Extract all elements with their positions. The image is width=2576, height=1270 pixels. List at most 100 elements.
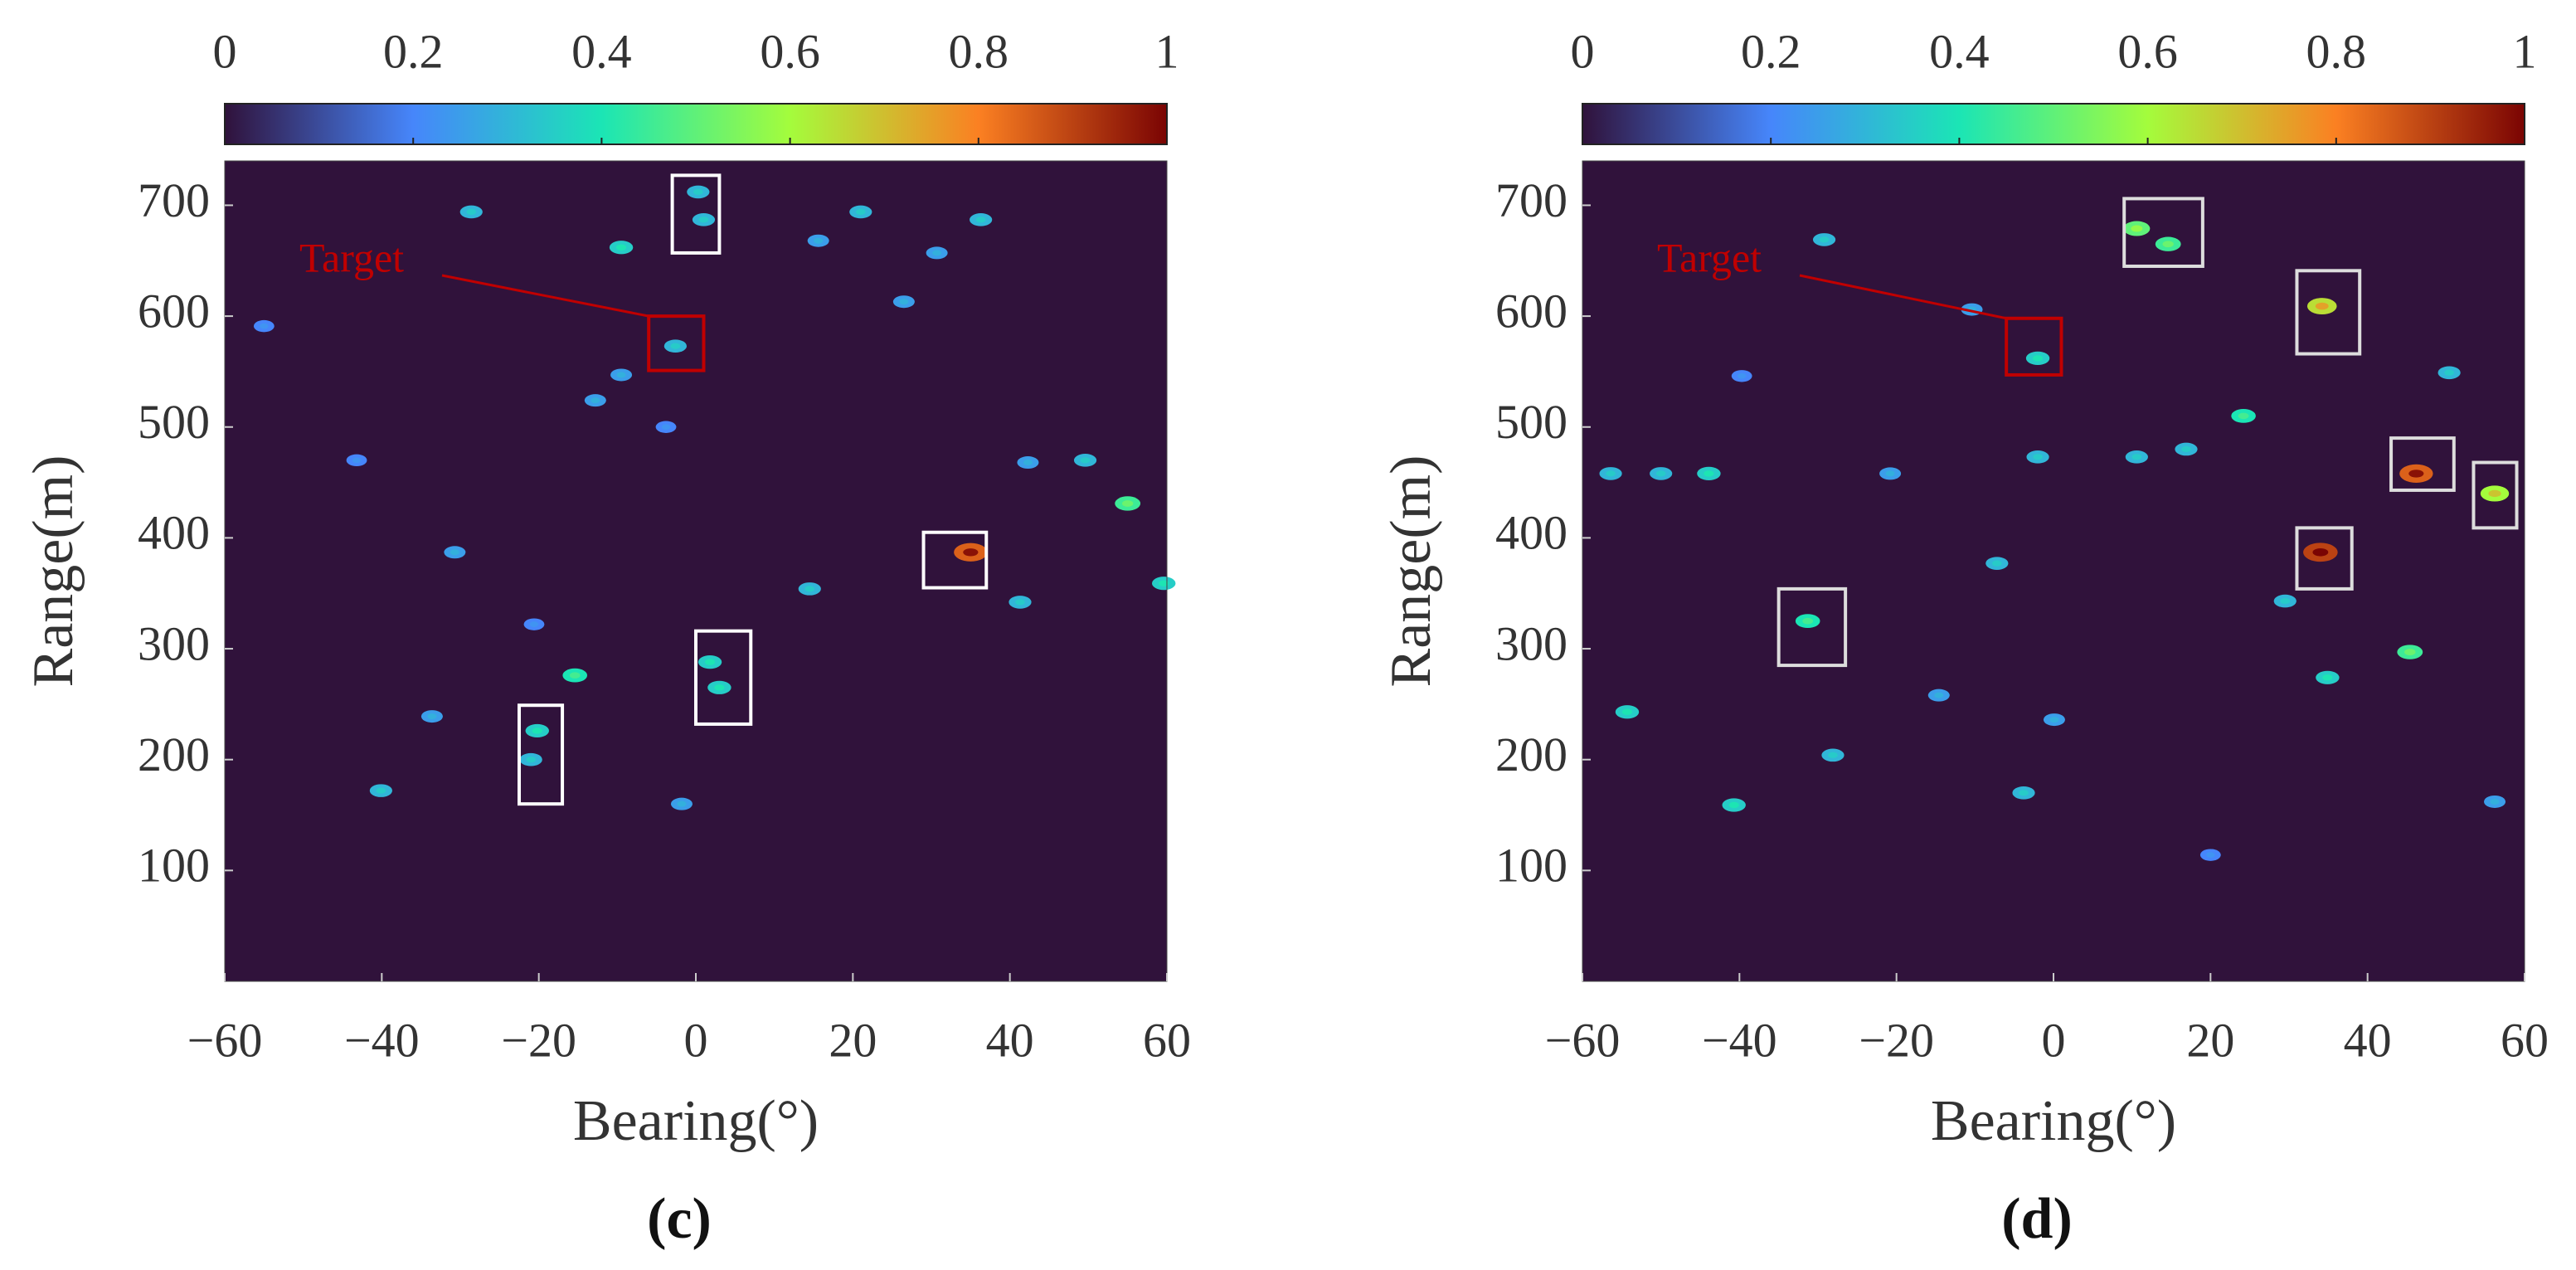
heat-core bbox=[615, 244, 627, 251]
annotation: Target bbox=[299, 234, 404, 280]
colorbar-tick-label: 0 bbox=[1571, 24, 1595, 78]
heat-core bbox=[714, 684, 725, 691]
heat-core bbox=[466, 208, 477, 216]
heat-core bbox=[591, 397, 600, 404]
x-tick-label: 20 bbox=[829, 1013, 877, 1067]
y-tick-label: 600 bbox=[138, 284, 210, 338]
heat-core bbox=[1828, 752, 1838, 758]
y-tick-label: 300 bbox=[1495, 616, 1567, 670]
heat-core bbox=[2131, 454, 2142, 460]
x-tick-label: 60 bbox=[2501, 1013, 2549, 1067]
heat-core bbox=[2404, 649, 2416, 655]
panel-caption: (d) bbox=[2001, 1187, 2073, 1251]
plot-area bbox=[1582, 161, 2525, 981]
y-tick-label: 200 bbox=[138, 727, 210, 781]
heat-core bbox=[1728, 801, 1739, 809]
heat-core bbox=[352, 457, 362, 464]
x-tick-label: 40 bbox=[2344, 1013, 2392, 1067]
colorbar-tick-label: 0.2 bbox=[1741, 24, 1801, 78]
detection-box bbox=[2122, 197, 2204, 268]
heat-core bbox=[1934, 692, 1944, 698]
heat-core bbox=[1704, 470, 1714, 477]
heat-core bbox=[2206, 852, 2215, 859]
heat-core bbox=[2181, 445, 2191, 453]
heat-core bbox=[1737, 372, 1747, 379]
heat-core bbox=[932, 250, 942, 256]
heat-core bbox=[2408, 470, 2424, 478]
y-tick-label: 200 bbox=[1495, 727, 1567, 781]
heat-core bbox=[529, 621, 539, 628]
heat-core bbox=[1802, 617, 1814, 625]
y-tick-label: 400 bbox=[138, 506, 210, 560]
heat-core bbox=[661, 424, 671, 431]
y-axis-label: Range(m) bbox=[1379, 455, 1443, 688]
heat-core bbox=[1080, 457, 1091, 464]
x-tick-label: 0 bbox=[684, 1013, 708, 1067]
target-box bbox=[2005, 316, 2063, 377]
heat-core bbox=[1885, 470, 1895, 477]
x-tick-label: 20 bbox=[2186, 1013, 2234, 1067]
heat-core bbox=[2131, 225, 2143, 232]
heat-core bbox=[427, 713, 437, 720]
x-tick-label: 0 bbox=[2042, 1013, 2066, 1067]
heat-core bbox=[2315, 302, 2329, 310]
plot-area bbox=[225, 161, 1167, 981]
colorbar bbox=[224, 103, 1168, 145]
y-tick-label: 100 bbox=[1495, 839, 1567, 893]
colorbar-tick-label: 0.8 bbox=[949, 24, 1009, 78]
heat-core bbox=[2019, 790, 2029, 796]
colorbar bbox=[1582, 103, 2525, 145]
heat-core bbox=[2488, 489, 2501, 498]
heat-core bbox=[1121, 500, 1134, 507]
x-tick-label: −20 bbox=[501, 1013, 576, 1067]
heat-core bbox=[2322, 674, 2333, 681]
y-tick-label: 500 bbox=[138, 395, 210, 449]
heat-core bbox=[975, 217, 986, 223]
heat-core bbox=[2490, 798, 2500, 805]
heat-core bbox=[2033, 454, 2043, 460]
heat-core bbox=[1023, 460, 1033, 466]
y-tick-label: 700 bbox=[1495, 173, 1567, 227]
detection-box bbox=[2295, 269, 2362, 356]
heat-core bbox=[1159, 580, 1169, 586]
detection-box bbox=[2295, 526, 2354, 591]
heat-core bbox=[2280, 597, 2291, 605]
y-tick-label: 500 bbox=[1495, 395, 1567, 449]
heat-core bbox=[698, 217, 709, 223]
x-axis-label: Bearing(°) bbox=[573, 1089, 819, 1153]
heat-core bbox=[260, 323, 269, 329]
target-box bbox=[647, 314, 706, 372]
heat-core bbox=[1819, 236, 1830, 243]
y-tick-label: 100 bbox=[138, 839, 210, 893]
heat-core bbox=[2162, 241, 2174, 248]
colorbar-tick-label: 0.4 bbox=[1929, 24, 1990, 78]
annotation-line bbox=[1799, 274, 2007, 320]
heat-core bbox=[1606, 470, 1616, 477]
x-tick-label: −40 bbox=[344, 1013, 420, 1067]
heat-core bbox=[2049, 717, 2059, 723]
detection-box bbox=[921, 530, 989, 590]
y-tick-label: 400 bbox=[1495, 506, 1567, 560]
x-tick-label: −60 bbox=[1545, 1013, 1621, 1067]
detection-box bbox=[1776, 586, 1848, 668]
annotation-line bbox=[441, 274, 649, 318]
detection-box bbox=[694, 629, 753, 726]
heat-core bbox=[1621, 708, 1633, 715]
colorbar-tick-label: 1 bbox=[1155, 24, 1179, 78]
heat-core bbox=[2238, 412, 2249, 420]
heat-core bbox=[450, 549, 459, 556]
heat-core bbox=[569, 672, 581, 679]
x-tick-label: −20 bbox=[1859, 1013, 1934, 1067]
heat-core bbox=[1992, 560, 2002, 567]
heat-core bbox=[526, 757, 536, 763]
colorbar-tick-label: 0.6 bbox=[760, 24, 820, 78]
colorbar-tick-label: 0.2 bbox=[383, 24, 444, 78]
heat-core bbox=[963, 548, 979, 557]
heat-core bbox=[814, 237, 824, 244]
x-tick-label: 60 bbox=[1143, 1013, 1191, 1067]
detection-box bbox=[670, 173, 722, 255]
x-tick-label: −60 bbox=[187, 1013, 263, 1067]
colorbar-tick-label: 1 bbox=[2513, 24, 2537, 78]
panel-caption: (c) bbox=[647, 1187, 712, 1251]
